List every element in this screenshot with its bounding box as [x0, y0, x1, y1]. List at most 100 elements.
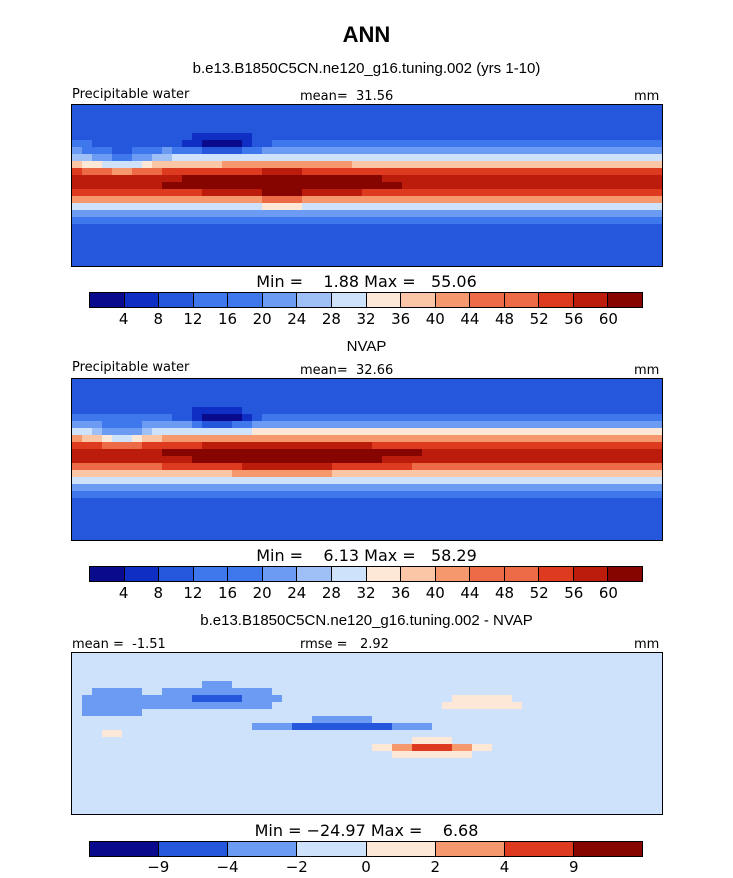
colorbar-swatch [573, 842, 642, 856]
panel-3-colorbar [89, 841, 643, 857]
colorbar-swatch [366, 567, 402, 581]
colorbar-tick-label: 9 [568, 858, 579, 876]
colorbar-tick-label: 12 [183, 310, 203, 328]
colorbar-tick-label: 48 [494, 584, 515, 602]
colorbar-swatch [90, 567, 125, 581]
colorbar-swatch [228, 293, 263, 307]
panel-1-map [71, 104, 663, 267]
colorbar-swatch [159, 293, 194, 307]
colorbar-tick-label: 60 [598, 584, 618, 602]
colorbar-swatch [193, 567, 229, 581]
colorbar-tick-label: 56 [564, 310, 584, 328]
figure-title: ANN [342, 22, 391, 47]
panel-1-variable-label: Precipitable water [72, 87, 190, 102]
colorbar-tick-label: 8 [153, 310, 164, 328]
panel-2-colorbar-ticks: 4 8 12 16 20 24 28 32 36 40 44 48 52 56 60 [89, 584, 643, 602]
colorbar-swatch [159, 567, 194, 581]
colorbar-tick-label: 8 [153, 584, 164, 602]
colorbar-swatch [573, 567, 609, 581]
panel-3-title: b.e13.B1850C5CN.ne120_g16.tuning.002 - N… [200, 612, 533, 629]
colorbar-tick-label: 44 [460, 310, 480, 328]
colorbar-tick-label: 36 [391, 310, 411, 328]
colorbar-tick-label: 32 [356, 310, 376, 328]
colorbar-tick-label: −2 [285, 858, 308, 876]
colorbar-tick-label: 52 [529, 310, 549, 328]
colorbar-swatch [435, 842, 505, 856]
colorbar-tick-label: 32 [356, 584, 376, 602]
field-canvas [72, 653, 662, 814]
colorbar-tick-label: 16 [217, 584, 238, 602]
panel-3-rmse-label: rmse = 2.92 [300, 637, 389, 652]
colorbar-swatch [608, 293, 642, 307]
colorbar-swatch [90, 842, 160, 856]
panel-3-colorbar-ticks: −9 −4 −2 0 2 4 9 [89, 858, 643, 876]
colorbar-tick-label: 56 [564, 584, 584, 602]
colorbar-swatch [262, 567, 298, 581]
colorbar-swatch [193, 293, 229, 307]
panel-2-units-label: mm [634, 363, 660, 378]
colorbar-tick-label: 36 [391, 584, 411, 602]
colorbar-tick-label: 12 [183, 584, 203, 602]
panel-1-colorbar [89, 292, 643, 308]
colorbar-tick-label: 4 [118, 584, 129, 602]
colorbar-tick-label: 24 [287, 310, 307, 328]
colorbar-tick-label: 40 [425, 310, 445, 328]
colorbar-swatch [401, 567, 436, 581]
panel-1-mean-label: mean= 31.56 [300, 89, 394, 104]
colorbar-swatch [504, 567, 540, 581]
colorbar-swatch [573, 293, 609, 307]
colorbar-tick-label: −9 [147, 858, 170, 876]
colorbar-swatch [470, 567, 505, 581]
colorbar-swatch [228, 842, 298, 856]
panel-1-minmax: Min = 1.88 Max = 55.06 [256, 272, 477, 291]
colorbar-swatch [297, 567, 332, 581]
colorbar-tick-label: 20 [252, 310, 272, 328]
panel-2-colorbar [89, 566, 643, 582]
colorbar-swatch [504, 842, 574, 856]
colorbar-swatch [539, 293, 574, 307]
panel-2-minmax: Min = 6.13 Max = 58.29 [256, 546, 477, 565]
panel-3-units-label: mm [634, 637, 660, 652]
colorbar-swatch [124, 293, 160, 307]
colorbar-swatch [297, 293, 332, 307]
colorbar-swatch [435, 567, 471, 581]
colorbar-swatch [262, 293, 298, 307]
colorbar-swatch [228, 567, 263, 581]
colorbar-swatch [366, 293, 402, 307]
colorbar-swatch [297, 842, 367, 856]
panel-2-mean-label: mean= 32.66 [300, 363, 394, 378]
panel-2-title: NVAP [346, 338, 387, 355]
colorbar-swatch [401, 293, 436, 307]
colorbar-tick-label: 2 [430, 858, 441, 876]
panel-1-title: b.e13.B1850C5CN.ne120_g16.tuning.002 (yr… [192, 60, 541, 77]
colorbar-tick-label: 48 [494, 310, 515, 328]
panel-2-variable-label: Precipitable water [72, 360, 190, 375]
colorbar-swatch [90, 293, 125, 307]
panel-3-minmax: Min = −24.97 Max = 6.68 [254, 821, 479, 840]
colorbar-swatch [331, 293, 367, 307]
colorbar-tick-label: 20 [252, 584, 272, 602]
colorbar-swatch [124, 567, 160, 581]
colorbar-tick-label: 16 [217, 310, 238, 328]
colorbar-swatch [331, 567, 367, 581]
colorbar-tick-label: 52 [529, 584, 549, 602]
colorbar-tick-label: 60 [598, 310, 618, 328]
colorbar-swatch [539, 567, 574, 581]
colorbar-swatch [608, 567, 642, 581]
panel-3-mean-label: mean = -1.51 [72, 637, 166, 652]
colorbar-tick-label: −4 [216, 858, 239, 876]
colorbar-tick-label: 28 [321, 310, 341, 328]
colorbar-tick-label: 28 [321, 584, 341, 602]
colorbar-swatch [366, 842, 436, 856]
panel-2-map [71, 378, 663, 541]
colorbar-swatch [159, 842, 229, 856]
panel-3-map [71, 652, 663, 815]
panel-1-units-label: mm [634, 89, 660, 104]
colorbar-tick-label: 4 [118, 310, 129, 328]
colorbar-tick-label: 44 [460, 584, 480, 602]
colorbar-tick-label: 4 [499, 858, 510, 876]
panel-1-colorbar-ticks: 4 8 12 16 20 24 28 32 36 40 44 48 52 56 60 [89, 310, 643, 328]
colorbar-tick-label: 40 [425, 584, 445, 602]
colorbar-tick-label: 0 [361, 858, 371, 876]
colorbar-tick-label: 24 [287, 584, 307, 602]
